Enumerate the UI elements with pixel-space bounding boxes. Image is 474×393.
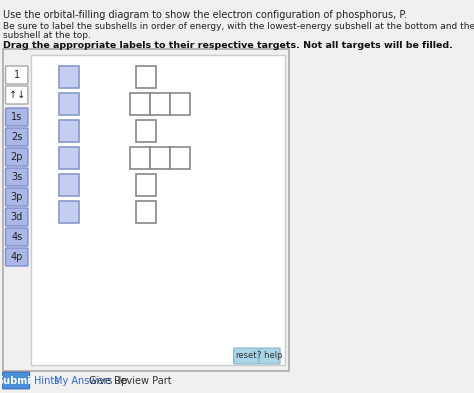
- Text: 2s: 2s: [11, 132, 22, 142]
- Bar: [31, 55, 285, 365]
- FancyBboxPatch shape: [6, 248, 28, 266]
- Text: 1: 1: [14, 70, 20, 80]
- Text: Submit: Submit: [0, 375, 36, 386]
- Text: reset: reset: [235, 351, 257, 360]
- Bar: [59, 201, 79, 223]
- Text: 3s: 3s: [11, 172, 22, 182]
- Text: ? help: ? help: [257, 351, 283, 360]
- Bar: [150, 93, 170, 115]
- Text: subshell at the top.: subshell at the top.: [3, 31, 91, 40]
- Bar: [137, 201, 156, 223]
- Text: Hints: Hints: [34, 375, 59, 386]
- FancyBboxPatch shape: [6, 148, 28, 166]
- FancyBboxPatch shape: [6, 188, 28, 206]
- FancyBboxPatch shape: [6, 168, 28, 186]
- FancyBboxPatch shape: [6, 86, 28, 104]
- Text: Be sure to label the subshells in order of energy, with the lowest-energy subshe: Be sure to label the subshells in order …: [3, 22, 474, 31]
- Text: My Answers: My Answers: [54, 375, 112, 386]
- FancyBboxPatch shape: [6, 208, 28, 226]
- Text: Drag the appropriate labels to their respective targets. Not all targets will be: Drag the appropriate labels to their res…: [3, 41, 453, 50]
- Bar: [59, 147, 79, 169]
- Bar: [137, 120, 156, 142]
- Text: 3p: 3p: [10, 192, 23, 202]
- Text: 4p: 4p: [10, 252, 23, 262]
- Bar: [130, 147, 150, 169]
- Text: Review Part: Review Part: [114, 375, 172, 386]
- Text: 1s: 1s: [11, 112, 22, 122]
- Text: 4s: 4s: [11, 232, 22, 242]
- Text: Use the orbital-filling diagram to show the electron configuration of phosphorus: Use the orbital-filling diagram to show …: [3, 10, 407, 20]
- Bar: [130, 93, 150, 115]
- Text: 2p: 2p: [10, 152, 23, 162]
- Bar: [137, 174, 156, 196]
- FancyBboxPatch shape: [6, 108, 28, 126]
- FancyBboxPatch shape: [6, 66, 28, 84]
- Bar: [59, 174, 79, 196]
- FancyBboxPatch shape: [259, 348, 280, 364]
- FancyBboxPatch shape: [234, 348, 258, 364]
- Bar: [137, 66, 156, 88]
- FancyBboxPatch shape: [6, 228, 28, 246]
- Text: 3d: 3d: [10, 212, 23, 222]
- Text: Give Up: Give Up: [89, 375, 127, 386]
- Bar: [59, 66, 79, 88]
- FancyBboxPatch shape: [2, 372, 30, 389]
- FancyBboxPatch shape: [6, 128, 28, 146]
- Bar: [59, 93, 79, 115]
- Bar: [3, 49, 290, 371]
- Bar: [59, 120, 79, 142]
- Bar: [170, 93, 190, 115]
- Text: ↑↓: ↑↓: [9, 90, 25, 100]
- Bar: [170, 147, 190, 169]
- Bar: [150, 147, 170, 169]
